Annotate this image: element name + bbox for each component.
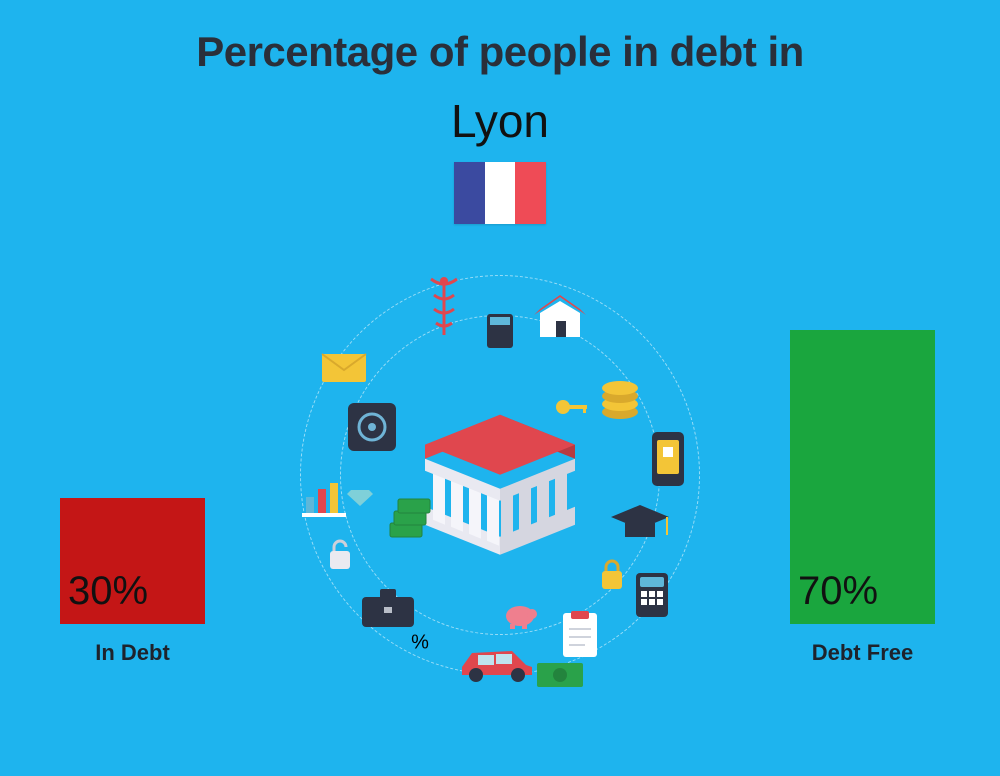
flag-france bbox=[454, 162, 546, 224]
lock-icon bbox=[599, 559, 625, 591]
briefcase-icon bbox=[358, 585, 418, 629]
lock-open-icon bbox=[327, 539, 353, 571]
piggy-bank-icon bbox=[502, 600, 538, 630]
coins-icon bbox=[595, 368, 645, 422]
bar-in_debt: 30% In Debt bbox=[60, 498, 205, 666]
flag-stripe-blue bbox=[454, 162, 485, 224]
caduceus-icon bbox=[427, 275, 461, 339]
smartphone-icon bbox=[648, 430, 688, 488]
percent-icon: % bbox=[411, 632, 429, 655]
bar-value: 70% bbox=[798, 569, 878, 614]
safe-icon bbox=[344, 399, 400, 455]
calculator-icon bbox=[634, 571, 670, 619]
calculator-small-icon bbox=[485, 312, 515, 350]
flag-stripe-white bbox=[485, 162, 516, 224]
finance-illustration: % bbox=[300, 275, 700, 675]
banknote-icon bbox=[535, 661, 585, 689]
cash-stack-icon bbox=[384, 487, 440, 543]
diamond-icon bbox=[347, 484, 373, 506]
bar-label: In Debt bbox=[60, 640, 205, 666]
grad-cap-icon bbox=[607, 501, 673, 545]
bar-label: Debt Free bbox=[790, 640, 935, 666]
house-icon bbox=[528, 287, 592, 343]
chart-area: % bbox=[0, 250, 1000, 716]
bar-rect: 70% bbox=[790, 330, 935, 624]
flag-stripe-red bbox=[515, 162, 546, 224]
clipboard-icon bbox=[559, 609, 601, 661]
page-title: Percentage of people in debt in bbox=[0, 0, 1000, 76]
bar-chart-icon bbox=[302, 479, 346, 519]
bar-rect: 30% bbox=[60, 498, 205, 624]
envelope-icon bbox=[320, 350, 368, 384]
city-name: Lyon bbox=[0, 94, 1000, 148]
bar-value: 30% bbox=[68, 569, 148, 614]
bar-debt_free: 70% Debt Free bbox=[790, 330, 935, 666]
key-icon bbox=[555, 397, 589, 417]
car-icon bbox=[452, 641, 540, 685]
